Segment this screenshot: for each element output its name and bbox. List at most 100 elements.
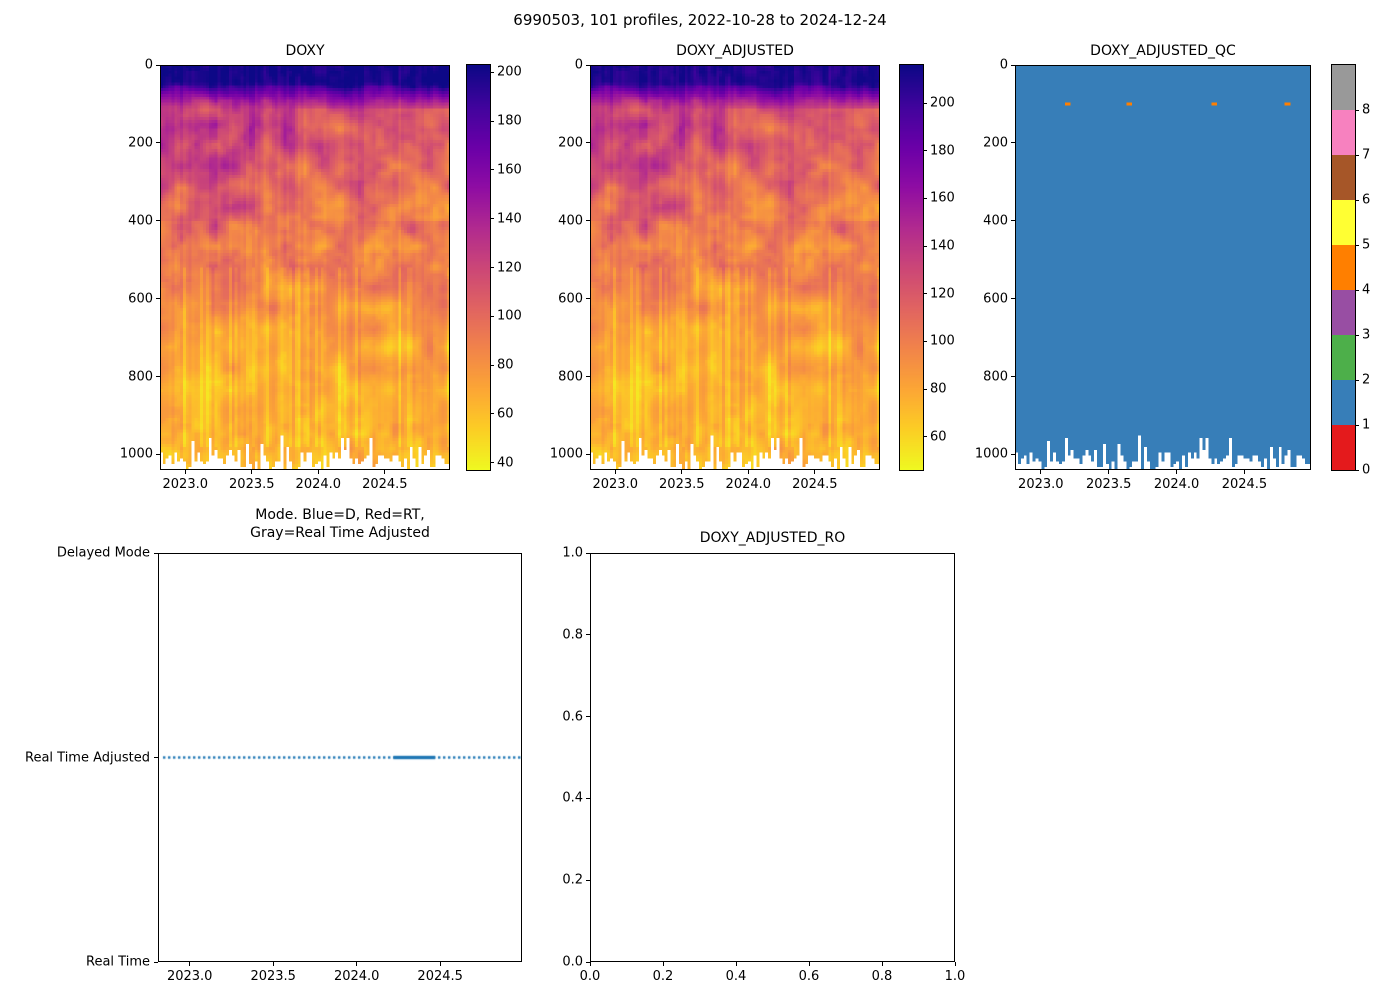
doxy-adjusted-qc-title: DOXY_ADJUSTED_QC xyxy=(1090,43,1236,59)
tick-mark xyxy=(586,634,590,636)
tick-mark xyxy=(439,962,441,966)
y-tick-label: 0.0 xyxy=(562,954,583,970)
colorbar-tick-label: 200 xyxy=(930,95,955,111)
doxy-adjusted-heatmap xyxy=(590,65,880,470)
doxy-title: DOXY xyxy=(285,43,325,59)
y-tick-label: 400 xyxy=(558,213,583,229)
tick-mark xyxy=(154,961,158,963)
colorbar-tick-label: 140 xyxy=(497,211,522,227)
x-tick-label: 1.0 xyxy=(944,969,966,984)
y-tick-label: 800 xyxy=(558,369,583,385)
colorbar-tick-label: 40 xyxy=(497,455,514,471)
tick-mark xyxy=(923,388,927,390)
tick-mark xyxy=(586,376,590,378)
x-tick-label: 2023.0 xyxy=(592,477,639,492)
doxy-colorbar xyxy=(466,64,491,471)
x-tick-label: 2023.5 xyxy=(1085,477,1132,492)
tick-mark xyxy=(490,462,494,464)
x-tick-label: 2024.0 xyxy=(333,969,380,984)
colorbar-tick-label: 100 xyxy=(930,333,955,349)
tick-mark xyxy=(586,220,590,222)
y-tick-label: 0 xyxy=(999,57,1008,73)
tick-mark xyxy=(923,197,927,199)
tick-mark xyxy=(490,120,494,122)
tick-mark xyxy=(586,797,590,799)
tick-mark xyxy=(1011,298,1015,300)
tick-mark xyxy=(1243,470,1245,474)
x-tick-label: 2023.0 xyxy=(162,477,209,492)
x-tick-label: 2024.0 xyxy=(295,477,342,492)
colorbar-tick-label: 120 xyxy=(930,286,955,302)
mode-title-line1: Mode. Blue=D, Red=RT, xyxy=(255,507,425,523)
tick-mark xyxy=(356,962,358,966)
tick-mark xyxy=(586,64,590,66)
tick-mark xyxy=(1011,453,1015,455)
tick-mark xyxy=(490,169,494,171)
y-tick-label: 600 xyxy=(128,291,153,307)
colorbar-tick-label: 160 xyxy=(497,162,522,178)
tick-mark xyxy=(272,962,274,966)
tick-mark xyxy=(1355,469,1359,471)
tick-mark xyxy=(923,340,927,342)
tick-mark xyxy=(490,315,494,317)
tick-mark xyxy=(1355,379,1359,381)
x-tick-label: 2023.0 xyxy=(166,969,213,984)
tick-mark xyxy=(586,453,590,455)
y-tick-label: 1000 xyxy=(974,446,1008,462)
tick-mark xyxy=(586,298,590,300)
tick-mark xyxy=(923,436,927,438)
x-tick-label: 0.8 xyxy=(871,969,893,984)
colorbar-tick-label: 160 xyxy=(930,190,955,206)
y-tick-label: 400 xyxy=(128,213,153,229)
tick-mark xyxy=(1355,244,1359,246)
colorbar-tick-label: 120 xyxy=(497,260,522,275)
tick-mark xyxy=(1011,142,1015,144)
colorbar-tick-label: 8 xyxy=(1362,102,1371,118)
y-tick-label: 1000 xyxy=(549,446,583,462)
y-tick-label: 0.6 xyxy=(562,709,583,725)
tick-mark xyxy=(184,470,186,474)
tick-mark xyxy=(589,962,591,966)
y-tick-label: 1.0 xyxy=(562,545,583,561)
tick-mark xyxy=(490,218,494,220)
y-tick-label: 0 xyxy=(574,57,583,73)
x-tick-label: 2024.5 xyxy=(792,477,838,492)
x-tick-label: 2024.0 xyxy=(725,477,772,492)
y-tick-label: 800 xyxy=(983,369,1008,385)
tick-mark xyxy=(923,245,927,247)
tick-mark xyxy=(156,453,160,455)
tick-mark xyxy=(490,267,494,268)
colorbar-tick-label: 0 xyxy=(1362,462,1371,478)
y-tick-label: 0.4 xyxy=(562,790,583,806)
tick-mark xyxy=(1355,424,1359,426)
y-tick-label: 800 xyxy=(128,369,153,385)
tick-mark xyxy=(681,470,683,474)
tick-mark xyxy=(1355,334,1359,336)
x-tick-label: 2023.0 xyxy=(1018,477,1064,492)
y-tick-label: 1000 xyxy=(119,446,153,462)
y-tick-label: 0.2 xyxy=(562,872,583,888)
colorbar-tick-label: 200 xyxy=(497,64,522,80)
mode-category-label: Real Time Adjusted xyxy=(25,750,150,765)
tick-mark xyxy=(1176,470,1178,474)
tick-mark xyxy=(156,64,160,66)
colorbar-tick-label: 80 xyxy=(497,357,514,373)
tick-mark xyxy=(251,470,253,474)
x-tick-label: 2024.5 xyxy=(417,969,463,984)
mode-title: Mode. Blue=D, Red=RT, Gray=Real Time Adj… xyxy=(158,506,522,542)
colorbar-tick-label: 60 xyxy=(497,406,514,422)
qc-colorbar xyxy=(1331,64,1356,471)
colorbar-tick-label: 180 xyxy=(497,113,522,129)
colorbar-tick-label: 4 xyxy=(1362,282,1371,298)
y-tick-label: 0 xyxy=(144,57,153,73)
x-tick-label: 2024.5 xyxy=(362,477,408,492)
tick-mark xyxy=(1011,64,1015,66)
tick-mark xyxy=(923,102,927,104)
tick-mark xyxy=(586,142,590,144)
x-tick-label: 2023.5 xyxy=(229,477,275,492)
colorbar-tick-label: 6 xyxy=(1362,192,1371,208)
tick-mark xyxy=(490,413,494,415)
x-tick-label: 2023.5 xyxy=(250,969,296,984)
tick-mark xyxy=(1355,109,1359,111)
